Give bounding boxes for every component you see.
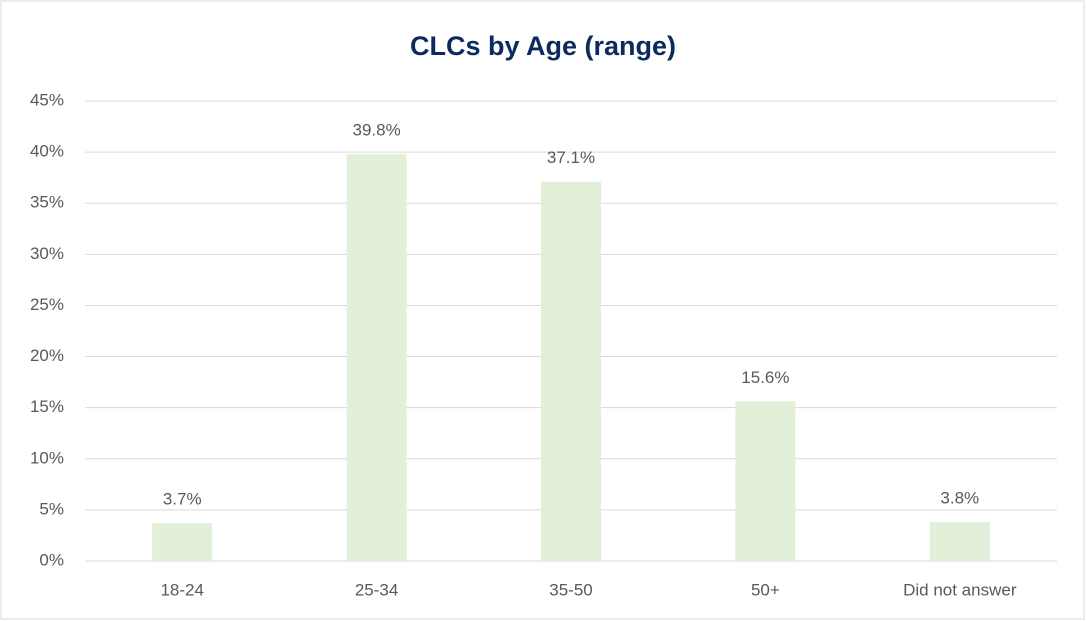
- data-label: 37.1%: [547, 148, 595, 167]
- bar: [929, 522, 990, 561]
- x-tick-label: 35-50: [549, 580, 592, 599]
- data-label: 3.8%: [940, 489, 979, 508]
- y-tick-label: 45%: [30, 90, 64, 109]
- data-label: 39.8%: [352, 121, 400, 140]
- y-tick-label: 10%: [30, 448, 64, 467]
- y-tick-label: 20%: [30, 346, 64, 365]
- y-tick-label: 15%: [30, 397, 64, 416]
- x-tick-label: 25-34: [355, 580, 398, 599]
- y-tick-label: 0%: [39, 550, 64, 569]
- x-tick-label: Did not answer: [903, 580, 1017, 599]
- x-tick-label: 18-24: [160, 580, 203, 599]
- y-tick-label: 5%: [39, 499, 64, 518]
- y-tick-label: 40%: [30, 142, 64, 161]
- y-tick-label: 25%: [30, 295, 64, 314]
- chart-title: CLCs by Age (range): [410, 31, 676, 61]
- data-label: 3.7%: [163, 490, 202, 509]
- bar: [541, 181, 601, 561]
- data-label: 15.6%: [741, 368, 789, 387]
- bar: [346, 154, 407, 561]
- y-tick-label: 30%: [30, 244, 64, 263]
- x-tick-label: 50+: [751, 580, 780, 599]
- bar: [735, 401, 796, 561]
- bar: [152, 523, 213, 561]
- y-tick-label: 35%: [30, 193, 64, 212]
